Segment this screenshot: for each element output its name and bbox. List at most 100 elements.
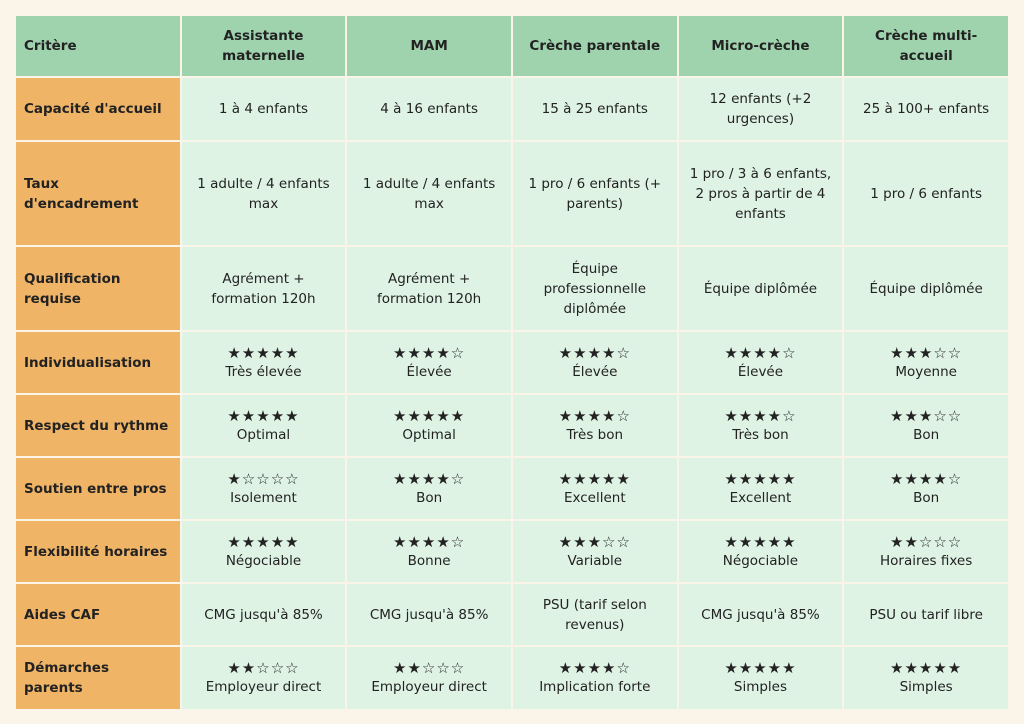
star-rating: ★★☆☆☆ — [393, 659, 466, 677]
rating-label: Excellent — [563, 489, 626, 506]
table-cell: Agrément + formation 120h — [347, 247, 511, 330]
row-label: Soutien entre pros — [16, 458, 180, 519]
table-row: Taux d'encadrement 1 adulte / 4 enfants m… — [16, 142, 1008, 245]
star-rating: ★★★★☆ — [393, 469, 466, 488]
table-cell: ★★☆☆☆ Employeur direct — [181, 647, 346, 709]
star-rating: ★★☆☆☆ — [890, 532, 963, 551]
star-rating: ★★★★☆ — [724, 406, 797, 425]
table-cell: ★★★★☆ Bon — [844, 458, 1008, 519]
rating-label: Horaires fixes — [879, 552, 973, 569]
table-cell: ★★★★☆ Très bon — [678, 395, 843, 456]
table-cell: ★★★★★ Excellent — [512, 458, 677, 519]
row-label: Démarches parents — [16, 647, 180, 709]
star-rating: ★★★☆☆ — [890, 406, 963, 425]
table-cell: ★★★★☆ Très bon — [512, 395, 677, 456]
table-cell: CMG jusqu'à 85% — [678, 584, 843, 645]
table-cell: ★★★★☆ Élevée — [347, 332, 511, 393]
table-cell: 25 à 100+ enfants — [844, 78, 1008, 140]
table-cell: ★☆☆☆☆ Isolement — [181, 458, 346, 519]
rating-label: Bon — [913, 426, 940, 443]
table-row: Aides CAF CMG jusqu'à 85% CMG jusqu'à 85% P… — [16, 584, 1008, 645]
table-cell: Agrément + formation 120h — [181, 247, 346, 330]
star-rating: ★★★★☆ — [558, 659, 631, 677]
rating-label: Élevée — [737, 363, 784, 380]
table-cell: ★★★★☆ Bon — [347, 458, 511, 519]
rating-label: Négociable — [225, 552, 302, 569]
table-cell: 1 pro / 3 à 6 enfants, 2 pros à partir d… — [678, 142, 843, 245]
rating-label: Élevée — [572, 363, 618, 380]
column-header: Crèche parentale — [512, 16, 677, 76]
table-cell: 1 adulte / 4 enfants max — [181, 142, 346, 245]
table-cell: ★★★★★ Négociable — [181, 521, 346, 582]
star-rating: ★★★★☆ — [558, 406, 631, 425]
star-rating: ★★★★★ — [724, 532, 797, 551]
table-row: Flexibilité horaires ★★★★★ Négociable ★★★★☆… — [16, 521, 1008, 582]
row-label: Qualification requise — [16, 247, 180, 330]
star-rating: ★★☆☆☆ — [227, 659, 300, 677]
table-cell: 12 enfants (+2 urgences) — [678, 78, 843, 140]
rating-label: Optimal — [402, 426, 456, 443]
star-rating: ★★★★★ — [724, 469, 797, 488]
table-cell: ★★★★★ Optimal — [347, 395, 511, 456]
table-body: Capacité d'accueil 1 à 4 enfants 4 à 16 en… — [16, 78, 1008, 709]
table-cell: ★★★★★ Très élevée — [181, 332, 346, 393]
table-cell: 1 pro / 6 enfants — [844, 142, 1008, 245]
star-rating: ★★★★☆ — [558, 343, 631, 362]
row-label: Respect du rythme — [16, 395, 180, 456]
table-cell: ★★★★★ Simples — [844, 647, 1008, 709]
star-rating: ★★★★★ — [890, 659, 963, 677]
rating-label: Employeur direct — [371, 679, 487, 695]
table-cell: ★★★☆☆ Variable — [512, 521, 677, 582]
star-rating: ★★★★☆ — [393, 532, 466, 551]
table-cell: Équipe diplômée — [678, 247, 843, 330]
star-rating: ★★★☆☆ — [558, 532, 631, 551]
table-cell: CMG jusqu'à 85% — [347, 584, 511, 645]
star-rating: ★★★★★ — [724, 659, 797, 677]
table-row: Respect du rythme ★★★★★ Optimal ★★★★★ Optima… — [16, 395, 1008, 456]
rating-label: Employeur direct — [205, 679, 322, 695]
rating-label: Bonne — [407, 552, 451, 569]
table-row: Individualisation ★★★★★ Très élevée ★★★★☆ Él… — [16, 332, 1008, 393]
table-row: Démarches parents ★★☆☆☆ Employeur direct ★★… — [16, 647, 1008, 709]
star-rating: ★★★★★ — [393, 406, 466, 425]
column-header: Micro-crèche — [678, 16, 843, 76]
star-rating: ★★★★★ — [227, 406, 300, 425]
rating-label: Isolement — [230, 489, 297, 506]
rating-label: Très bon — [566, 426, 624, 443]
table-cell: Équipe diplômée — [844, 247, 1008, 330]
table-cell: 1 pro / 6 enfants (+ parents) — [512, 142, 677, 245]
table-cell: 15 à 25 enfants — [512, 78, 677, 140]
table-row: Capacité d'accueil 1 à 4 enfants 4 à 16 en… — [16, 78, 1008, 140]
row-label: Capacité d'accueil — [16, 78, 180, 140]
table-cell: 1 à 4 enfants — [181, 78, 346, 140]
table-cell: ★★★★★ Négociable — [678, 521, 843, 582]
table-cell: ★★★☆☆ Bon — [844, 395, 1008, 456]
table-cell: ★★★★★ Excellent — [678, 458, 843, 519]
rating-label: Simples — [899, 679, 953, 695]
table-cell: ★★★☆☆ Moyenne — [844, 332, 1008, 393]
comparison-table: Critère Assistante maternelle MAM Crèche pa… — [14, 14, 1010, 711]
column-header: Crèche multi-accueil — [844, 16, 1008, 76]
table-cell: ★★★★★ Simples — [678, 647, 843, 709]
row-label: Taux d'encadrement — [16, 142, 180, 245]
rating-label: Négociable — [722, 552, 799, 569]
rating-label: Moyenne — [895, 363, 957, 380]
star-rating: ★☆☆☆☆ — [227, 469, 300, 488]
rating-label: Simples — [733, 679, 788, 695]
rating-label: Très bon — [732, 426, 789, 443]
rating-label: Implication forte — [539, 679, 651, 695]
table-cell: ★★★★★ Optimal — [181, 395, 346, 456]
table-cell: ★★★★☆ Bonne — [347, 521, 511, 582]
column-header: Assistante maternelle — [181, 16, 346, 76]
table-cell: ★★☆☆☆ Employeur direct — [347, 647, 511, 709]
star-rating: ★★★★★ — [227, 532, 300, 551]
table-cell: ★★★★☆ Implication forte — [512, 647, 677, 709]
star-rating: ★★★☆☆ — [890, 343, 963, 362]
table-cell: CMG jusqu'à 85% — [181, 584, 346, 645]
star-rating: ★★★★★ — [558, 469, 631, 488]
rating-label: Élevée — [406, 363, 452, 380]
rating-label: Optimal — [236, 426, 291, 443]
rating-label: Bon — [416, 489, 443, 506]
table-row: Soutien entre pros ★☆☆☆☆ Isolement ★★★★☆ Bon… — [16, 458, 1008, 519]
